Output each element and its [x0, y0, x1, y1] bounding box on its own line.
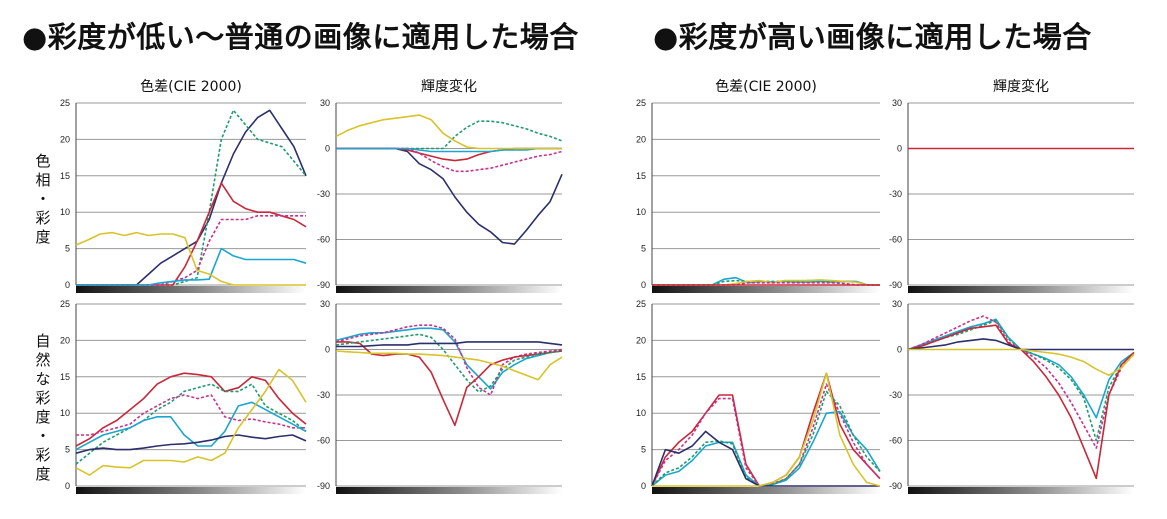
y-tick-label: 15 [636, 372, 646, 382]
y-tick-label: -60 [889, 235, 902, 245]
y-tick-label: 0 [897, 345, 902, 355]
series-line-cyan [76, 247, 307, 286]
y-tick-label: 0 [641, 280, 646, 290]
gradient-bar [76, 286, 306, 293]
series-line-navy [907, 338, 1134, 351]
y-tick-label: 20 [636, 134, 646, 144]
gradient-bar [336, 286, 562, 293]
y-tick-label: 25 [60, 299, 70, 309]
series-line-yellow [908, 348, 1135, 377]
series-line-yellow [335, 350, 563, 381]
y-tick-label: 30 [892, 299, 902, 309]
series-line-navy [336, 147, 563, 245]
y-tick-label: 25 [636, 98, 646, 108]
col-header-luminance-right: 輝度変化 [993, 79, 1049, 95]
series-line-magenta [335, 324, 563, 396]
series-line-red [75, 372, 307, 447]
col-header-color-diff-right: 色差(CIE 2000) [715, 79, 817, 95]
series-line-magenta [651, 383, 881, 487]
series-line-magenta [76, 394, 306, 436]
series-line-red [76, 182, 307, 286]
y-tick-label: -90 [317, 280, 330, 290]
series-line-navy [651, 430, 880, 487]
y-tick-label: 0 [897, 144, 902, 154]
y-tick-label: 15 [636, 171, 646, 181]
y-tick-label: 30 [320, 98, 330, 108]
series-line-magenta [76, 215, 306, 286]
series-line-red [907, 324, 1135, 480]
series-line-yellow [75, 368, 307, 476]
y-tick-label: 10 [636, 207, 646, 217]
y-tick-label: 20 [60, 335, 70, 345]
y-tick-label: -90 [317, 481, 330, 491]
series-line-green [75, 383, 307, 465]
y-tick-label: 0 [325, 144, 330, 154]
y-tick-label: -60 [317, 235, 330, 245]
y-tick-label: 15 [60, 171, 70, 181]
gradient-bar [908, 487, 1134, 494]
y-tick-label: 10 [60, 207, 70, 217]
y-tick-label: -90 [889, 280, 902, 290]
y-tick-label: 25 [60, 98, 70, 108]
y-tick-label: -60 [889, 436, 902, 446]
series-line-green [336, 120, 563, 150]
series-line-magenta [907, 315, 1135, 449]
y-tick-label: 25 [636, 299, 646, 309]
series-line-navy [336, 341, 563, 348]
row-label-natural-saturation: 自 然 な 彩 度 ・ 彩 度 [35, 332, 51, 483]
series-line-yellow [652, 372, 881, 487]
y-tick-label: 5 [65, 445, 70, 455]
y-tick-label: 0 [641, 481, 646, 491]
y-tick-label: 20 [636, 335, 646, 345]
y-tick-label: 10 [60, 408, 70, 418]
gradient-bar [908, 286, 1134, 293]
y-tick-label: 5 [65, 244, 70, 254]
series-line-red [336, 341, 563, 427]
col-header-luminance-left: 輝度変化 [421, 79, 477, 95]
heading-low-saturation: ●彩度が低い〜普通の画像に適用した場合 [22, 20, 579, 54]
y-tick-label: 5 [641, 244, 646, 254]
y-tick-label: 10 [636, 408, 646, 418]
y-tick-label: -30 [889, 390, 902, 400]
y-tick-label: 30 [320, 299, 330, 309]
y-tick-label: -30 [317, 189, 330, 199]
series-line-green [651, 390, 881, 487]
y-tick-label: -60 [317, 436, 330, 446]
y-tick-label: 15 [60, 372, 70, 382]
y-tick-label: 0 [65, 481, 70, 491]
series-line-cyan [335, 327, 563, 390]
y-tick-label: -30 [889, 189, 902, 199]
y-tick-label: 20 [60, 134, 70, 144]
gradient-bar [336, 487, 562, 494]
gradient-bar [76, 487, 306, 494]
y-tick-label: 5 [641, 445, 646, 455]
row-label-hue-saturation: 色 相 ・ 彩 度 [35, 152, 51, 246]
y-tick-label: 0 [65, 280, 70, 290]
series-line-yellow [75, 231, 306, 286]
series-line-red [651, 372, 881, 487]
series-line-cyan [75, 401, 307, 451]
gradient-bar [652, 286, 880, 293]
heading-high-saturation: ●彩度が高い画像に適用した場合 [653, 20, 1092, 54]
series-line-cyan [336, 147, 562, 153]
y-tick-label: -90 [889, 481, 902, 491]
gradient-bar [652, 487, 880, 494]
series-line-yellow [335, 114, 562, 150]
col-header-color-diff-left: 色差(CIE 2000) [140, 79, 242, 95]
series-line-navy [75, 434, 307, 454]
y-tick-label: 0 [325, 345, 330, 355]
y-tick-label: -30 [317, 390, 330, 400]
y-tick-label: 30 [892, 98, 902, 108]
